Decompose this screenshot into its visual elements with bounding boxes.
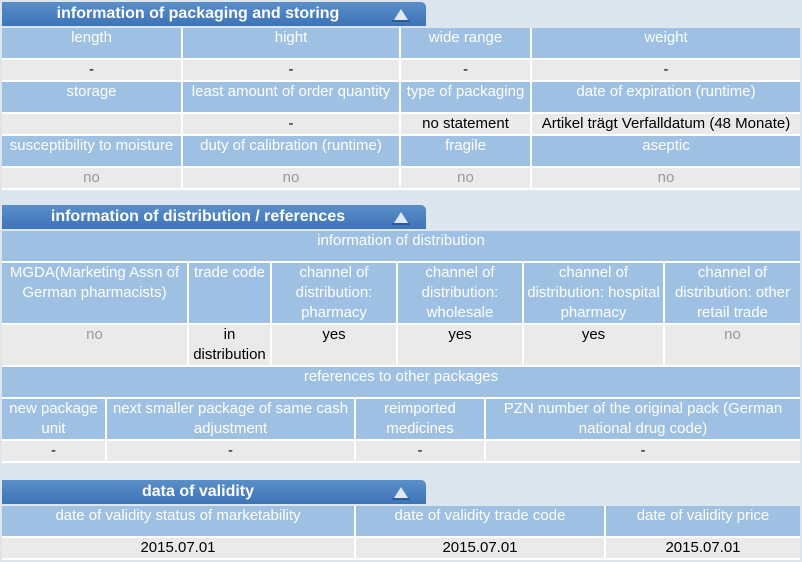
distribution-section-header[interactable]: information of distribution / references <box>2 205 426 229</box>
collapse-arrow-icon[interactable] <box>392 8 410 22</box>
value-wide-range: - <box>400 59 532 82</box>
header-calibration: duty of calibration (runtime) <box>182 135 401 168</box>
header-channel-hospital: channel of distribution: hospital pharma… <box>523 263 665 325</box>
value-least-order-quantity: - <box>182 113 401 136</box>
collapse-arrow-icon[interactable] <box>392 486 410 500</box>
distribution-section-title: information of distribution / references <box>50 208 346 225</box>
header-hight: hight <box>182 28 401 60</box>
header-channel-pharmacy: channel of distribution: pharmacy <box>271 263 398 325</box>
packaging-section-header[interactable]: information of packaging and storing <box>2 2 426 26</box>
header-length: length <box>2 28 183 60</box>
value-channel-hospital: yes <box>523 324 665 367</box>
value-length: - <box>2 59 183 82</box>
distribution-band: information of distribution <box>2 231 800 263</box>
value-date-of-expiration: Artikel trägt Verfalldatum (48 Monate) <box>531 113 800 136</box>
value-trade-code: in distribution <box>188 324 272 367</box>
distribution-table: information of distribution MGDA(Marketi… <box>2 231 800 463</box>
header-pzn-number: PZN number of the original pack (German … <box>485 399 800 441</box>
header-type-of-packaging: type of packaging <box>400 81 532 114</box>
header-weight: weight <box>531 28 800 60</box>
packaging-table: length hight wide range weight - - - - s… <box>2 28 800 190</box>
value-validity-price: 2015.07.01 <box>605 537 800 560</box>
validity-section-title: data of validity <box>141 483 255 500</box>
header-trade-code: trade code <box>188 263 272 325</box>
header-validity-marketability: date of validity status of marketability <box>2 506 356 538</box>
header-validity-trade-code: date of validity trade code <box>355 506 606 538</box>
value-storage <box>2 113 183 136</box>
references-band: references to other packages <box>2 367 800 399</box>
value-calibration: no <box>182 167 401 190</box>
value-weight: - <box>531 59 800 82</box>
value-fragile: no <box>400 167 532 190</box>
header-aseptic: aseptic <box>531 135 800 168</box>
value-pzn-number: - <box>485 440 800 463</box>
header-channel-wholesale: channel of distribution: wholesale <box>397 263 524 325</box>
header-storage: storage <box>2 81 183 114</box>
value-validity-trade-code: 2015.07.01 <box>355 537 606 560</box>
value-reimported: - <box>355 440 486 463</box>
header-least-order-quantity: least amount of order quantity <box>182 81 401 114</box>
packaging-section-title: information of packaging and storing <box>56 5 340 22</box>
header-moisture: susceptibility to moisture <box>2 135 183 168</box>
value-type-of-packaging: no statement <box>400 113 532 136</box>
header-new-package-unit: new package unit <box>2 399 107 441</box>
header-reimported: reimported medicines <box>355 399 486 441</box>
header-channel-other: channel of distribution: other retail tr… <box>664 263 800 325</box>
value-new-package-unit: - <box>2 440 107 463</box>
value-mgda: no <box>2 324 189 367</box>
header-mgda: MGDA(Marketing Assn of German pharmacist… <box>2 263 189 325</box>
value-next-smaller-package: - <box>106 440 356 463</box>
header-fragile: fragile <box>400 135 532 168</box>
value-aseptic: no <box>531 167 800 190</box>
value-hight: - <box>182 59 401 82</box>
value-validity-marketability: 2015.07.01 <box>2 537 356 560</box>
value-channel-wholesale: yes <box>397 324 524 367</box>
header-next-smaller-package: next smaller package of same cash adjust… <box>106 399 356 441</box>
header-date-of-expiration: date of expiration (runtime) <box>531 81 800 114</box>
header-wide-range: wide range <box>400 28 532 60</box>
value-channel-pharmacy: yes <box>271 324 398 367</box>
validity-table: date of validity status of marketability… <box>2 506 800 560</box>
validity-section-header[interactable]: data of validity <box>2 480 426 504</box>
collapse-arrow-icon[interactable] <box>392 211 410 225</box>
value-channel-other: no <box>664 324 800 367</box>
value-moisture: no <box>2 167 183 190</box>
header-validity-price: date of validity price <box>605 506 800 538</box>
